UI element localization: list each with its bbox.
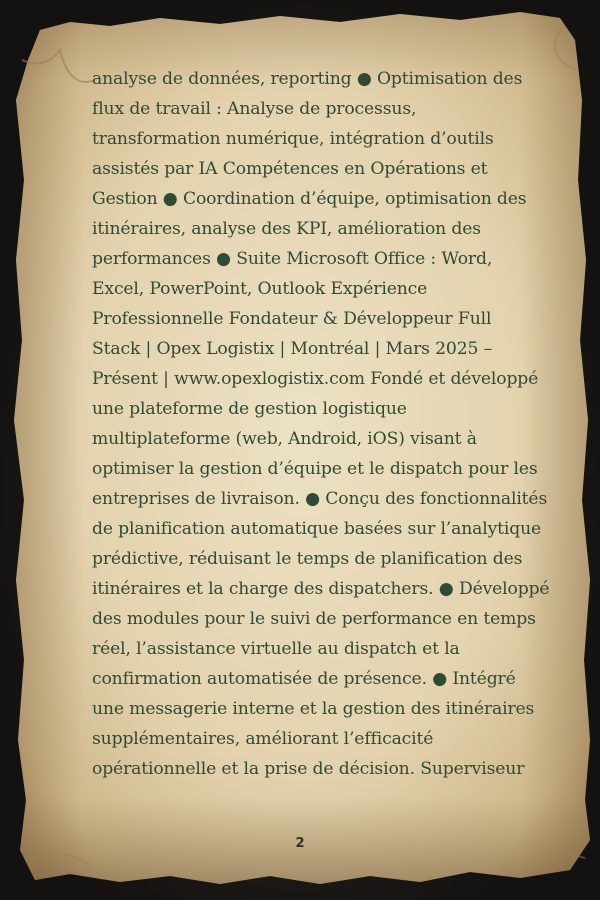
page-number: 2 [295,836,305,851]
text-line: Gestion ● Coordination d’équipe, optimis… [92,189,527,209]
text-line: prédictive, réduisant le temps de planif… [92,549,523,569]
body-text: analyse de données, reporting ● Optimisa… [92,64,562,784]
text-line: performances ● Suite Microsoft Office : … [92,249,493,269]
text-line: Stack | Opex Logistix | Montréal | Mars … [92,339,493,359]
text-line: Excel, PowerPoint, Outlook Expérience [92,279,428,299]
text-line: optimiser la gestion d’équipe et le disp… [92,459,538,479]
text-line: itinéraires et la charge des dispatchers… [92,579,550,599]
text-line: supplémentaires, améliorant l’efficacité [92,729,434,749]
text-line: des modules pour le suivi de performance… [92,609,536,629]
text-line: analyse de données, reporting ● Optimisa… [92,69,523,89]
text-line: multiplateforme (web, Android, iOS) visa… [92,429,477,449]
text-line: entreprises de livraison. ● Conçu des fo… [92,489,548,509]
text-line: Professionnelle Fondateur & Développeur … [92,309,492,329]
text-line: Présent | www.opexlogistix.com Fondé et … [92,369,539,389]
text-line: une plateforme de gestion logistique [92,399,407,419]
text-line: réel, l’assistance virtuelle au dispatch… [92,639,460,659]
text-line: flux de travail : Analyse de processus, [92,99,417,119]
text-line: de planification automatique basées sur … [92,519,542,539]
text-line: confirmation automatisée de présence. ● … [92,669,516,689]
text-line: assistés par IA Compétences en Opération… [92,159,488,179]
text-line: itinéraires, analyse des KPI, améliorati… [92,219,481,239]
text-line: transformation numérique, intégration d’… [92,129,494,149]
text-line: une messagerie interne et la gestion des… [92,699,535,719]
text-line: opérationnelle et la prise de décision. … [92,759,525,779]
